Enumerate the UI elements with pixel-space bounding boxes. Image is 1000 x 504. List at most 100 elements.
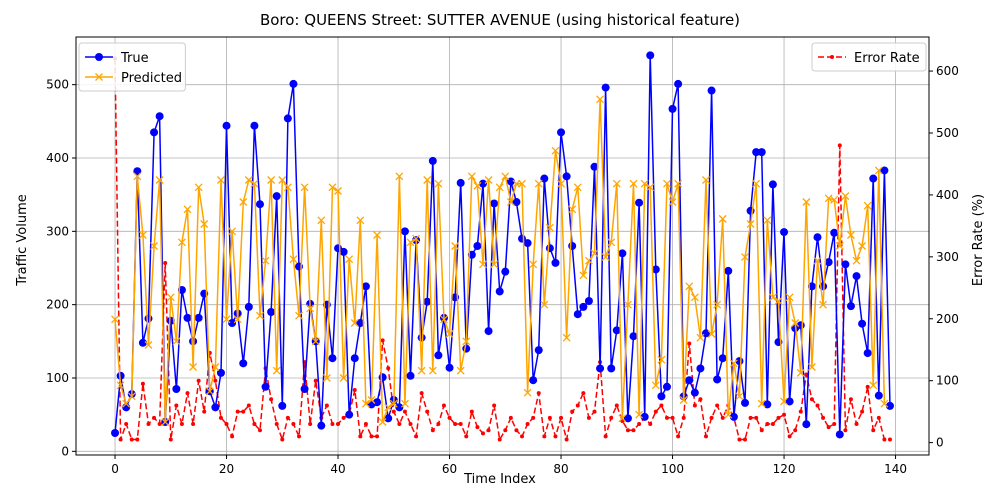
- data-point: [793, 428, 798, 433]
- data-point: [863, 201, 872, 210]
- data-point: [525, 422, 530, 427]
- data-point: [200, 220, 209, 228]
- data-point: [272, 192, 281, 201]
- data-point: [635, 198, 644, 207]
- data-point: [111, 315, 119, 324]
- data-point: [612, 326, 621, 335]
- data-point: [244, 176, 253, 184]
- data-point: [479, 260, 487, 269]
- data-point: [473, 181, 482, 190]
- data-point: [874, 391, 883, 400]
- data-point: [553, 434, 558, 439]
- data-point: [400, 227, 409, 236]
- data-point: [609, 415, 614, 420]
- data-point: [414, 434, 419, 439]
- data-point: [640, 412, 649, 421]
- data-point: [447, 415, 452, 420]
- data-point: [564, 437, 569, 442]
- data-point: [140, 381, 145, 386]
- data-point: [601, 83, 610, 92]
- data-point: [373, 398, 382, 407]
- data-point: [185, 391, 190, 396]
- data-point: [222, 315, 231, 324]
- data-point: [189, 363, 198, 371]
- data-point: [129, 437, 134, 442]
- data-point: [255, 200, 264, 209]
- data-point: [551, 146, 560, 155]
- data-point: [887, 437, 892, 442]
- data-point: [841, 260, 850, 269]
- data-point: [685, 282, 694, 291]
- data-point: [267, 308, 276, 316]
- data-point: [272, 366, 281, 375]
- x-tick-label: 20: [219, 462, 234, 476]
- data-point: [618, 249, 627, 258]
- data-point: [757, 148, 766, 157]
- data-point: [559, 415, 564, 420]
- plot-frame: [75, 36, 930, 456]
- data-point: [345, 410, 354, 419]
- data-point: [880, 166, 889, 175]
- data-point: [430, 428, 435, 433]
- data-point: [451, 242, 460, 250]
- data-point: [205, 387, 214, 396]
- data-point: [224, 422, 229, 427]
- data-point: [807, 363, 816, 371]
- data-point: [412, 234, 421, 243]
- data-point: [804, 372, 809, 377]
- data-point: [724, 410, 733, 419]
- data-point: [590, 249, 599, 258]
- right-y-tick-label: 400: [936, 188, 959, 202]
- data-point: [118, 437, 123, 442]
- data-point: [601, 253, 610, 261]
- data-point: [679, 396, 688, 404]
- data-point: [687, 341, 692, 346]
- data-point: [356, 216, 365, 225]
- x-tick-label: 140: [884, 462, 907, 476]
- data-point: [133, 167, 142, 176]
- data-point: [436, 422, 441, 427]
- data-point: [826, 425, 831, 430]
- data-point: [341, 415, 346, 420]
- data-point: [218, 415, 223, 420]
- legend-label: True: [120, 51, 149, 66]
- left-y-tick-label: 400: [46, 151, 69, 165]
- data-point: [596, 95, 605, 104]
- data-point: [573, 310, 582, 319]
- left-y-tick-label: 300: [46, 224, 69, 238]
- data-point: [350, 319, 359, 327]
- data-point: [222, 121, 231, 130]
- data-point: [317, 421, 326, 430]
- data-point: [172, 385, 181, 393]
- data-point: [295, 311, 303, 320]
- data-point: [802, 420, 811, 429]
- data-point: [213, 378, 218, 383]
- data-point: [135, 437, 140, 442]
- data-point: [144, 314, 153, 323]
- data-point: [670, 415, 675, 420]
- data-point: [852, 256, 861, 265]
- data-point: [780, 228, 789, 237]
- data-point: [211, 403, 220, 412]
- data-point: [570, 409, 575, 414]
- data-point: [885, 401, 894, 410]
- data-point: [568, 205, 577, 214]
- data-point: [172, 337, 181, 346]
- series-predicted: [111, 95, 889, 426]
- data-point: [798, 409, 803, 414]
- data-point: [441, 403, 446, 408]
- data-point: [668, 198, 677, 206]
- data-point: [648, 422, 653, 427]
- data-point: [841, 192, 850, 201]
- x-axis: 0 20 40 60 80 100 120 140: [111, 455, 907, 476]
- data-point: [520, 434, 525, 439]
- data-point: [545, 244, 554, 253]
- data-point: [843, 428, 848, 433]
- left-y-tick-label: 100: [46, 371, 69, 385]
- data-point: [380, 338, 385, 343]
- data-point: [269, 397, 274, 402]
- data-point: [765, 422, 770, 427]
- data-point: [735, 392, 744, 401]
- data-point: [584, 297, 593, 305]
